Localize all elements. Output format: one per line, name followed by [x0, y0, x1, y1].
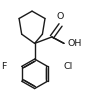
Text: OH: OH: [68, 39, 82, 48]
Text: F: F: [2, 62, 7, 71]
Text: Cl: Cl: [63, 62, 72, 71]
Text: O: O: [57, 12, 64, 21]
